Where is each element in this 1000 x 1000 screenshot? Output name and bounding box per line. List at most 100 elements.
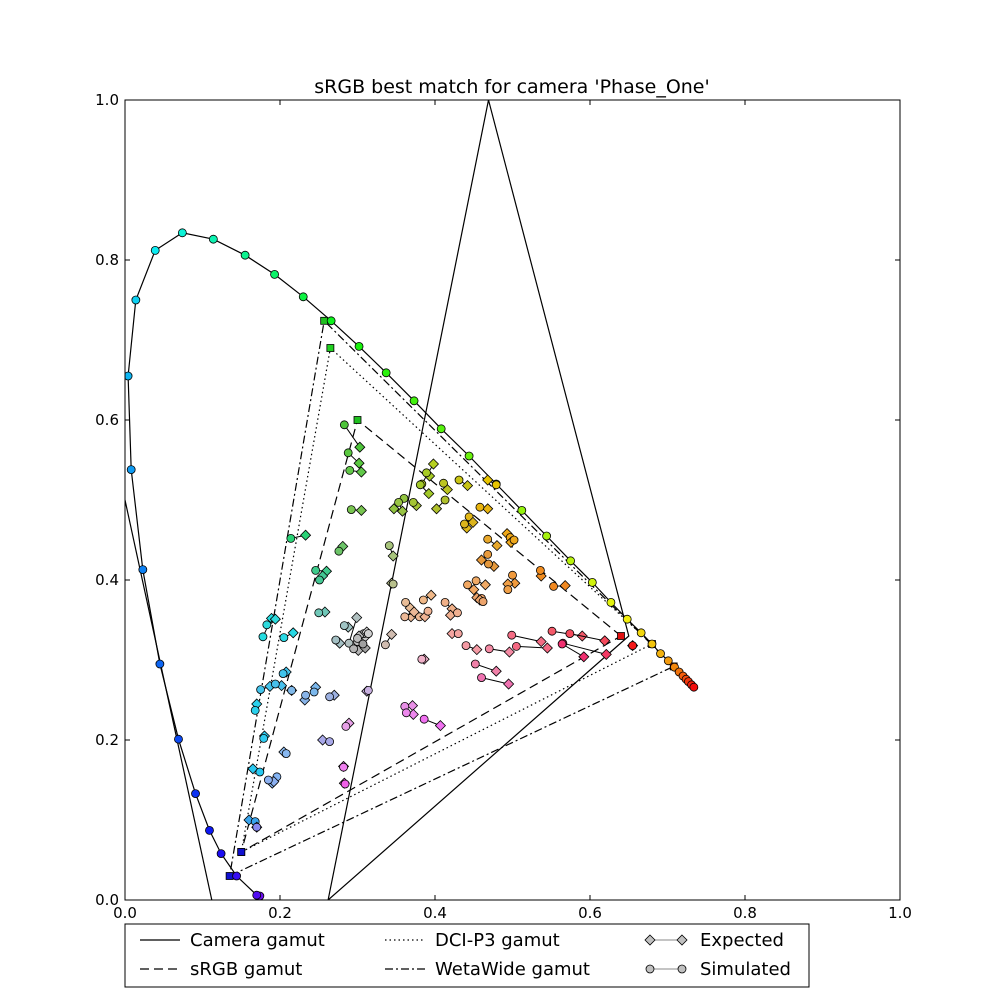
legend-box xyxy=(124,923,810,988)
legend-swatch-marker xyxy=(644,934,656,946)
legend: Camera gamut DCI-P3 gamut Expected sRGB gam… xyxy=(124,923,810,988)
spectral-locus-point xyxy=(464,451,474,461)
simulated-marker xyxy=(503,585,513,594)
expected-marker xyxy=(247,763,259,775)
dcip3-gamut-triangle xyxy=(240,346,654,854)
spectral-locus-point xyxy=(131,295,141,305)
spectral-locus-point xyxy=(409,396,419,406)
gamut-vertex-marker xyxy=(326,344,335,352)
expected-marker xyxy=(423,488,435,500)
simulated-marker xyxy=(547,626,557,636)
expected-marker xyxy=(475,554,488,566)
simulated-marker xyxy=(339,621,349,630)
expected-marker xyxy=(535,636,547,648)
x-tick-label: 1.0 xyxy=(888,904,912,922)
x-tick-label: 0.6 xyxy=(578,904,602,922)
simulated-marker xyxy=(388,579,398,589)
simulated-marker xyxy=(339,762,348,772)
simulated-marker xyxy=(463,580,472,590)
expected-marker xyxy=(461,480,474,492)
spectral-locus-point xyxy=(125,371,133,381)
simulated-marker xyxy=(422,468,431,478)
simulated-marker xyxy=(470,659,480,669)
expected-marker xyxy=(386,628,398,640)
chart-title: sRGB best match for camera 'Phase_One' xyxy=(314,76,709,98)
simulated-marker xyxy=(363,629,373,638)
simulated-marker xyxy=(439,478,448,488)
simulated-marker xyxy=(340,779,350,789)
simulated-marker xyxy=(279,633,289,642)
y-tick-label: 1.0 xyxy=(95,91,119,109)
legend-swatch-marker xyxy=(677,964,687,974)
simulated-marker xyxy=(423,606,433,616)
simulated-marker xyxy=(507,630,517,640)
expected-marker xyxy=(425,589,437,601)
expected-marker xyxy=(355,504,367,516)
spectral-locus-point xyxy=(436,424,446,434)
simulated-marker xyxy=(344,638,354,648)
simulated-marker xyxy=(417,654,427,664)
srgb-gamut-triangle xyxy=(240,418,623,854)
expected-marker xyxy=(479,579,491,591)
simulated-marker xyxy=(475,502,485,512)
x-tick-label: 0.8 xyxy=(733,904,757,922)
spectral-locus-point xyxy=(622,614,632,624)
expected-marker xyxy=(482,474,494,486)
simulated-marker xyxy=(343,448,353,458)
expected-marker xyxy=(354,441,366,453)
legend-label: sRGB gamut xyxy=(190,959,302,980)
gamut-vertex-marker xyxy=(237,848,246,856)
simulated-marker xyxy=(345,465,355,475)
expected-marker xyxy=(559,580,571,592)
expected-marker xyxy=(482,503,494,515)
spectral-locus-point xyxy=(636,628,646,638)
spectral-locus-point xyxy=(177,228,187,238)
spectral-locus-point xyxy=(656,649,665,658)
pair-connector-line xyxy=(562,642,607,655)
simulated-marker xyxy=(346,505,356,515)
expected-marker xyxy=(351,612,363,624)
simulated-marker xyxy=(478,597,488,606)
camera-gamut-triangle xyxy=(327,100,630,900)
expected-marker xyxy=(541,642,553,654)
simulated-marker xyxy=(341,722,351,731)
legend-swatch-marker xyxy=(676,934,688,946)
simulated-marker xyxy=(484,559,493,569)
spectral-locus-point xyxy=(232,871,242,881)
simulated-marker xyxy=(460,519,469,529)
expected-marker xyxy=(287,627,299,639)
simulated-marker xyxy=(281,749,291,758)
simulated-marker xyxy=(309,687,319,697)
expected-marker xyxy=(353,457,365,469)
expected-marker xyxy=(408,606,420,618)
simulated-marker xyxy=(461,641,471,650)
spectral-locus-point xyxy=(647,639,657,649)
expected-marker xyxy=(269,613,281,625)
expected-marker xyxy=(396,505,409,517)
simulated-marker xyxy=(536,566,545,575)
legend-label: DCI-P3 gamut xyxy=(435,930,560,951)
spectral-locus-point xyxy=(298,292,308,302)
simulated-marker xyxy=(400,612,410,622)
spectral-locus-point xyxy=(126,465,136,475)
simulated-marker xyxy=(453,608,462,618)
simulated-marker xyxy=(315,575,324,585)
simulated-marker xyxy=(440,495,450,505)
spectral-locus-point xyxy=(216,849,226,858)
simulated-marker xyxy=(278,669,288,678)
simulated-marker xyxy=(250,706,260,715)
expected-marker xyxy=(355,466,367,478)
pair-connector-line xyxy=(569,633,605,642)
spectral-locus-point xyxy=(252,890,262,900)
expected-marker xyxy=(490,665,502,677)
spectral-locus-point xyxy=(155,659,165,669)
expected-marker xyxy=(434,720,446,732)
spectral-locus-point xyxy=(517,505,527,515)
y-tick-label: 0.2 xyxy=(95,731,119,749)
simulated-marker xyxy=(270,679,280,689)
simulated-marker xyxy=(384,541,394,550)
expected-marker xyxy=(388,503,400,515)
simulated-marker xyxy=(380,640,390,650)
simulated-marker xyxy=(262,620,272,630)
